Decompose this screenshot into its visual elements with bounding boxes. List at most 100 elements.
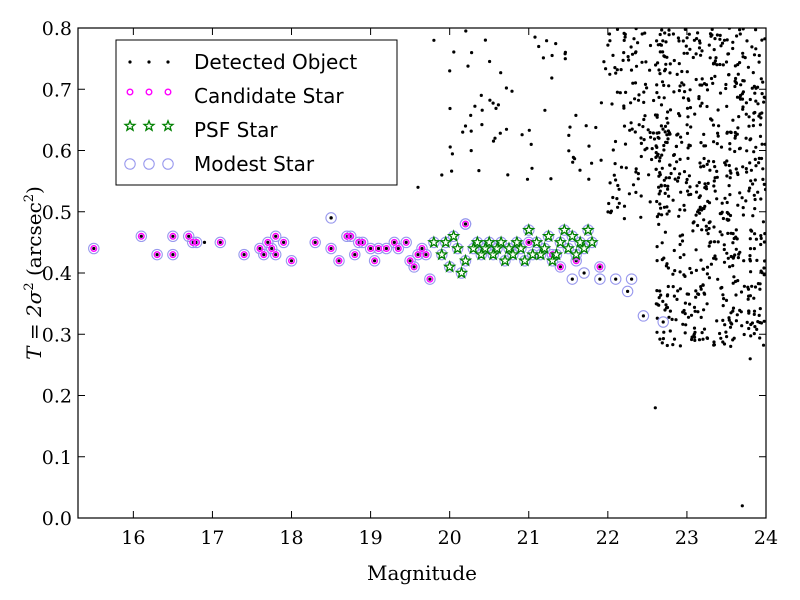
detected-object-point — [616, 205, 620, 209]
detected-object-point — [756, 85, 760, 89]
detected-object-point — [699, 141, 703, 145]
detected-object-point — [660, 80, 665, 84]
detected-object-point — [470, 51, 474, 55]
detected-object-point — [677, 39, 681, 43]
detected-object-point — [698, 205, 702, 209]
detected-object-point — [678, 255, 682, 260]
detected-object-point — [658, 202, 662, 206]
detected-object-point — [753, 285, 758, 289]
psf-star-point — [537, 241, 552, 255]
detected-object-point — [733, 64, 738, 68]
modest-star-point — [258, 248, 270, 261]
detected-object-point — [748, 259, 753, 263]
detected-object-point — [761, 80, 765, 84]
detected-object-point — [440, 173, 444, 177]
detected-object-point — [709, 240, 713, 244]
detected-object-point — [685, 51, 689, 55]
detected-object-point — [713, 37, 717, 41]
detected-object-point — [681, 322, 685, 326]
detected-object-point — [688, 47, 692, 51]
detected-object-point — [266, 240, 270, 244]
detected-object-point — [673, 167, 677, 171]
detected-object-point — [477, 169, 481, 173]
detected-object-point — [655, 215, 660, 219]
detected-object-point — [699, 315, 703, 319]
candidate-star-point — [189, 238, 197, 246]
detected-object-point — [558, 265, 563, 269]
detected-object-point — [660, 28, 664, 32]
detected-object-point — [631, 81, 635, 85]
candidate-star-point — [193, 238, 201, 246]
detected-object-point — [741, 51, 745, 55]
detected-object-point — [691, 229, 695, 233]
detected-object-point — [758, 307, 762, 311]
candidate-star-point — [351, 251, 359, 259]
detected-object-point — [731, 264, 735, 268]
detected-object-point — [724, 86, 728, 91]
detected-object-point — [615, 28, 620, 31]
detected-object-point — [684, 44, 688, 48]
detected-object-point — [734, 228, 738, 232]
detected-object-point — [682, 203, 686, 207]
detected-object-point — [712, 160, 716, 164]
detected-object-point — [734, 167, 738, 171]
detected-object-point — [757, 60, 761, 64]
psf-star-point — [446, 229, 461, 242]
candidate-star-point — [347, 232, 355, 240]
detected-object-point — [570, 277, 574, 281]
detected-object-point — [713, 254, 717, 258]
detected-object-point — [747, 124, 751, 128]
detected-object-point — [700, 49, 704, 53]
detected-object-point — [707, 244, 711, 248]
detected-object-point — [717, 124, 721, 128]
detected-object-point — [494, 106, 498, 110]
detected-object-point — [622, 104, 626, 108]
detected-object-point — [758, 282, 762, 286]
detected-object-point — [611, 53, 615, 58]
detected-object-point — [754, 47, 758, 51]
psf-star-point — [522, 223, 536, 236]
detected-object-point — [634, 64, 639, 68]
detected-object-point — [488, 59, 492, 64]
y-tick-label: 0.6 — [42, 141, 72, 163]
detected-object-point — [665, 294, 670, 298]
detected-object-point — [529, 142, 533, 146]
candidate-star-point — [311, 238, 319, 246]
detected-object-point — [705, 265, 710, 269]
detected-object-point — [639, 215, 643, 219]
detected-object-point — [673, 177, 677, 181]
detected-object-point — [713, 59, 718, 63]
modest-star-point — [554, 261, 567, 273]
detected-object-point — [448, 106, 452, 111]
modest-star-point — [625, 273, 638, 285]
psf-star-point — [427, 235, 441, 249]
detected-object-point — [636, 41, 640, 45]
detected-object-point — [632, 37, 636, 41]
detected-object-point — [641, 125, 645, 129]
detected-object-point — [732, 255, 736, 259]
psf-star-point — [545, 253, 560, 267]
psf-star-point — [439, 235, 453, 249]
detected-object-point — [640, 60, 644, 64]
detected-object-point — [687, 32, 691, 36]
detected-object-point — [703, 186, 707, 190]
detected-object-point — [541, 56, 546, 60]
detected-object-point — [506, 173, 510, 177]
detected-object-point — [688, 88, 692, 92]
detected-object-point — [563, 50, 568, 54]
detected-object-point — [721, 63, 725, 67]
detected-object-point — [721, 318, 725, 322]
detected-object-point — [720, 41, 725, 45]
detected-object-point — [752, 332, 756, 336]
detected-object-point — [289, 259, 294, 263]
detected-object-point — [668, 108, 673, 112]
detected-object-point — [705, 272, 710, 276]
detected-object-point — [624, 90, 628, 94]
detected-object-point — [270, 246, 274, 251]
detected-object-point — [701, 164, 706, 168]
detected-object-point — [655, 259, 659, 263]
detected-object-point — [432, 38, 436, 42]
detected-object-point — [636, 98, 641, 102]
detected-object-point — [648, 68, 652, 72]
